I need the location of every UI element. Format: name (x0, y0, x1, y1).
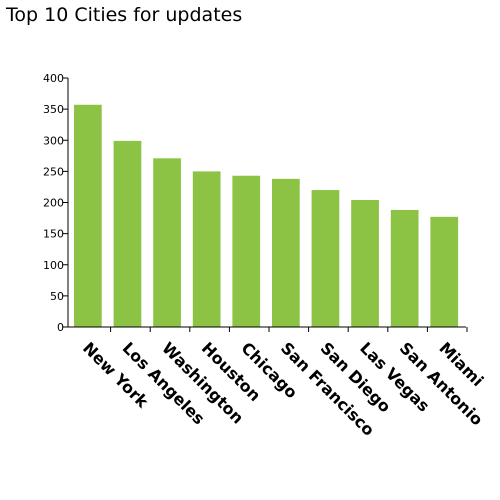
y-tick-label: 0 (57, 321, 64, 334)
bar (113, 140, 142, 327)
bar (430, 216, 459, 327)
bars (74, 104, 459, 327)
bar (272, 178, 300, 327)
y-tick-label: 150 (43, 228, 64, 241)
y-tick-label: 300 (43, 134, 64, 147)
bar (74, 104, 102, 327)
y-tick-label: 100 (43, 259, 64, 272)
y-tick-label: 50 (50, 290, 64, 303)
y-tick-label: 350 (43, 103, 64, 116)
chart-title: Top 10 Cities for updates (6, 4, 243, 26)
bar (311, 190, 340, 327)
bar (153, 158, 181, 327)
y-tick-label: 200 (43, 197, 64, 210)
bar (192, 171, 221, 327)
bar (351, 200, 379, 327)
y-axis: 0 50 100 150 200 250 300 350 400 (43, 72, 69, 334)
y-tick-label: 400 (43, 72, 64, 85)
y-tick-label: 250 (43, 165, 64, 178)
bar (232, 175, 261, 327)
bar (390, 209, 419, 327)
